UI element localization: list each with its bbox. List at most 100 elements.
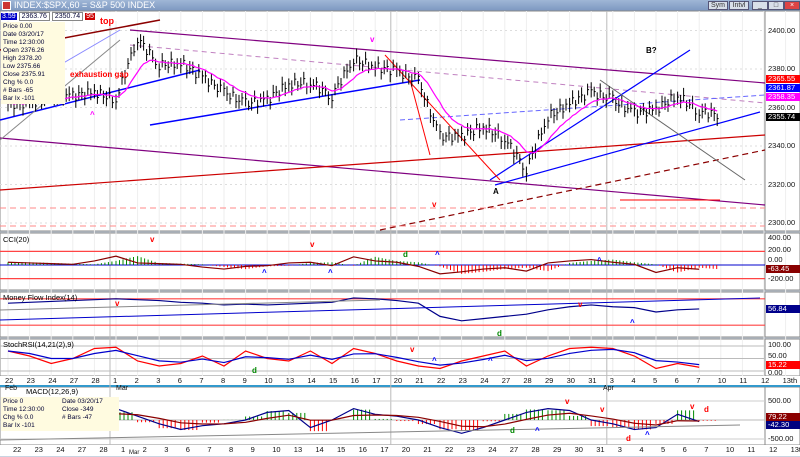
cci-tick-label: 0.00	[768, 255, 783, 264]
macd-date-label: 30	[574, 445, 583, 454]
mfi-line	[7, 297, 700, 322]
interval-button[interactable]: Intvl	[729, 1, 749, 10]
info-row: Chg % 0.0	[3, 79, 34, 86]
panel-3	[0, 338, 766, 377]
macd-date-label: 7	[704, 445, 709, 454]
cci-tick-label: 200.00	[768, 245, 791, 254]
macd-date-label: 3	[164, 445, 169, 454]
toolbar-value: 2363.76	[18, 12, 50, 21]
macd-date-label: 29	[553, 445, 562, 454]
marker-v: v	[410, 345, 415, 354]
macd-date-label: 5	[661, 445, 666, 454]
macd-last-tag: -42.30	[766, 421, 800, 429]
symbol-button[interactable]: Sym	[708, 1, 728, 10]
date-label: 12	[761, 376, 770, 385]
date-label: 17	[372, 376, 381, 385]
axis-panel-2	[764, 291, 800, 338]
date-label: 16	[350, 376, 359, 385]
macd-date-label: 23	[466, 445, 475, 454]
info-row: Time 12:30:00	[3, 39, 45, 46]
macd-signal-line	[7, 412, 700, 428]
month-label: Apr	[603, 385, 614, 392]
info-row: Close 2375.91	[3, 71, 45, 78]
date-label: 13th	[782, 376, 798, 385]
marker-v: v	[690, 402, 695, 411]
date-label: 28	[523, 376, 532, 385]
marker-d: d	[510, 426, 515, 435]
axis-panel-3	[764, 338, 800, 377]
macd-date-label: 1	[121, 445, 126, 454]
macd-date-label: 2	[142, 445, 147, 454]
marker-v: v	[578, 300, 583, 309]
macd-date-label: 6	[185, 445, 190, 454]
macd-date-label: 6	[682, 445, 687, 454]
stochrsi-signal	[7, 348, 700, 366]
stoch-last-tag: 15.22	[766, 360, 800, 369]
toolbar-value: 3.59	[1, 13, 17, 20]
marker-caret: ^	[90, 110, 95, 119]
red-fan	[409, 79, 431, 156]
info-row: Date 03/20/17	[3, 31, 44, 38]
info-row: Open 2376.26	[3, 47, 45, 54]
date-label: 24	[480, 376, 489, 385]
window-title: INDEX:$SPX,60 = S&P 500 INDEX	[14, 0, 156, 10]
marker-caret: ^	[597, 256, 602, 265]
macd-date-label: 4	[639, 445, 644, 454]
macd-date-label: 23	[34, 445, 43, 454]
axis-panel-0	[764, 10, 800, 232]
minimize-button[interactable]: _	[752, 1, 768, 10]
app-icon	[2, 1, 11, 10]
macd-line	[7, 407, 700, 434]
marker-caret: ^	[435, 250, 440, 259]
date-label: 14	[307, 376, 316, 385]
red-uptrend	[0, 134, 766, 191]
red-fan	[384, 54, 501, 181]
date-axis-macd	[0, 445, 800, 456]
date-label: 7	[199, 376, 204, 385]
macd-date-label: 24	[56, 445, 65, 454]
annotation-b: B?	[646, 46, 657, 55]
info-row: Price 0.00	[3, 23, 33, 30]
macd-date-label: 27	[77, 445, 87, 454]
date-label: 21	[415, 376, 424, 385]
month-label: Mar	[129, 450, 140, 456]
date-label: 27	[69, 376, 79, 385]
price-tick-label: 2300.00	[768, 218, 796, 227]
last-value-tag: 2365.55	[766, 75, 800, 83]
marker-d: d	[626, 434, 631, 443]
macd-date-label: 22	[445, 445, 454, 454]
macd-date-label: 15	[337, 445, 346, 454]
info-row: Time 12:30:00	[3, 406, 45, 413]
marker-caret: ^	[645, 430, 650, 439]
price-tick-label: 2340.00	[768, 141, 796, 150]
purple-dashed-mid	[129, 44, 766, 104]
info-row: # Bars -47	[62, 414, 92, 421]
date-label: 23	[458, 376, 467, 385]
marker-v: v	[432, 200, 437, 209]
month-label: Mar	[116, 385, 129, 392]
macd-info-panel: Price 0 Date 03/20/17 Time 12:30:00 Close -…	[1, 397, 119, 431]
toolbar-value: 2350.74	[51, 12, 84, 21]
macd-date-label: 17	[380, 445, 389, 454]
macd-tick-label: -500.00	[768, 434, 794, 443]
marker-caret: ^	[262, 268, 267, 277]
month-label: Feb	[5, 385, 18, 392]
stoch-tick-label: 50.00	[768, 351, 787, 360]
info-row: Bar Ix -101	[3, 422, 35, 429]
blue-channel-upper	[489, 49, 691, 181]
blue-line	[149, 79, 421, 126]
marker-v: v	[150, 235, 155, 244]
date-label: 20	[393, 376, 403, 385]
marker-d: d	[403, 250, 408, 259]
macd-date-label: 8	[229, 445, 234, 454]
date-label: 29	[545, 376, 554, 385]
date-label: 6	[177, 376, 182, 385]
restore-button[interactable]: □	[768, 1, 784, 10]
date-label: 22	[5, 376, 14, 385]
info-row: Close -349	[62, 406, 94, 413]
date-label: 13	[285, 376, 295, 385]
macd-date-label: 28	[99, 445, 108, 454]
date-label: 10	[717, 376, 727, 385]
macd-trend	[0, 424, 741, 441]
